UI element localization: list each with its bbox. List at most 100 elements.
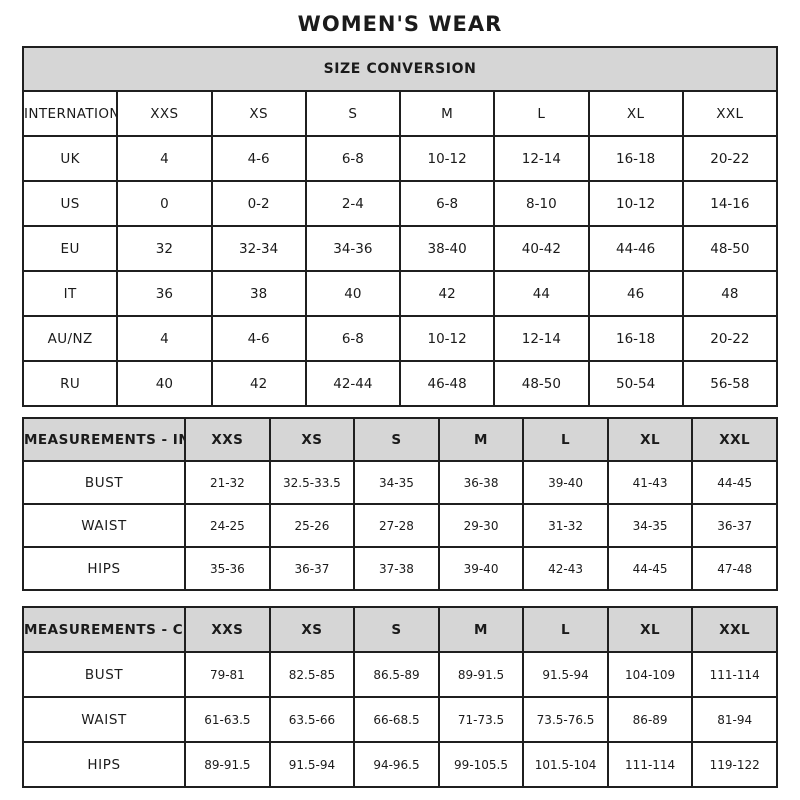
table-cell: 42: [210, 360, 307, 407]
table-cell: 32.5-33.5: [268, 460, 356, 505]
column-header: XXL: [691, 417, 778, 462]
table-cell: 44-45: [606, 546, 694, 591]
page-title: WOMEN'S WEAR: [297, 12, 503, 36]
table-row: UK 4 4-6 6-8 10-12 12-14 16-18 20-22: [21, 135, 779, 182]
table-cell: 101.5-104: [522, 741, 609, 788]
table-row: RU 40 42 42-44 46-48 48-50 50-54 56-58: [21, 360, 779, 407]
table-cell: 79-81: [184, 651, 271, 698]
table-row: HIPS 35-36 36-37 37-38 39-40 42-43 44-45 47-48: [21, 546, 778, 591]
table-cell: 12-14: [493, 315, 590, 362]
corner-header: INTERNATIONAL: [21, 90, 119, 137]
table-cell: 27-28: [353, 503, 440, 548]
row-label: UK: [21, 135, 119, 182]
table-cell: 48: [681, 270, 779, 317]
column-header: M: [398, 90, 496, 137]
measurements-inches-table: MEASUREMENTS - IN XXS XS S M L XL XXL BUST 21-32…: [21, 417, 778, 591]
table-cell: 0-2: [210, 180, 307, 227]
table-cell: 73.5-76.5: [522, 696, 609, 743]
table-row: US 0 0-2 2-4 6-8 8-10 10-12 14-16: [21, 180, 779, 227]
corner-header: MEASUREMENTS - CM: [21, 606, 187, 653]
table-cell: 44-45: [691, 460, 778, 505]
table-cell: 39-40: [522, 460, 609, 505]
table-cell: 32-34: [210, 225, 307, 272]
table-cell: 6-8: [304, 135, 402, 182]
size-conversion-title: SIZE CONVERSION: [22, 46, 778, 92]
column-header: XL: [587, 90, 684, 137]
table-cell: 44: [493, 270, 590, 317]
row-label: US: [21, 180, 119, 227]
table-cell: 37-38: [353, 546, 440, 591]
measurements-in-columns-row: MEASUREMENTS - IN XXS XS S M L XL XXL: [21, 417, 778, 462]
table-cell: 36-37: [691, 503, 778, 548]
table-cell: 0: [116, 180, 213, 227]
table-cell: 47-48: [691, 546, 778, 591]
corner-header: MEASUREMENTS - IN: [21, 417, 187, 462]
table-cell: 36: [116, 270, 213, 317]
table-cell: 89-91.5: [437, 651, 525, 698]
table-row: HIPS 89-91.5 91.5-94 94-96.5 99-105.5 101.5-1…: [21, 741, 778, 788]
table-cell: 89-91.5: [184, 741, 271, 788]
table-cell: 39-40: [437, 546, 525, 591]
table-row: AU/NZ 4 4-6 6-8 10-12 12-14 16-18 20-22: [21, 315, 779, 362]
column-header: XXS: [116, 90, 213, 137]
table-cell: 16-18: [587, 135, 684, 182]
table-cell: 4-6: [210, 135, 307, 182]
table-cell: 34-36: [304, 225, 402, 272]
table-cell: 34-35: [353, 460, 440, 505]
table-cell: 63.5-66: [268, 696, 356, 743]
table-cell: 44-46: [587, 225, 684, 272]
table-cell: 61-63.5: [184, 696, 271, 743]
table-row: WAIST 24-25 25-26 27-28 29-30 31-32 34-35 36-37: [21, 503, 778, 548]
size-conversion-header-row: SIZE CONVERSION: [22, 46, 778, 92]
table-cell: 4: [116, 135, 213, 182]
table-cell: 34-35: [606, 503, 694, 548]
column-header: S: [304, 90, 402, 137]
table-cell: 91.5-94: [522, 651, 609, 698]
column-header: XXL: [691, 606, 778, 653]
table-cell: 10-12: [398, 315, 496, 362]
table-cell: 46: [587, 270, 684, 317]
table-cell: 14-16: [681, 180, 779, 227]
row-label: HIPS: [21, 546, 187, 591]
table-cell: 111-114: [606, 741, 694, 788]
table-cell: 4: [116, 315, 213, 362]
table-cell: 10-12: [587, 180, 684, 227]
table-cell: 24-25: [184, 503, 271, 548]
measurements-cm-table: MEASUREMENTS - CM XXS XS S M L XL XXL BUST 79-81…: [21, 606, 778, 788]
table-cell: 4-6: [210, 315, 307, 362]
table-cell: 86.5-89: [353, 651, 440, 698]
table-cell: 56-58: [681, 360, 779, 407]
table-cell: 48-50: [681, 225, 779, 272]
table-cell: 36-38: [437, 460, 525, 505]
table-cell: 21-32: [184, 460, 271, 505]
table-cell: 16-18: [587, 315, 684, 362]
table-cell: 42: [398, 270, 496, 317]
column-header: XL: [606, 417, 694, 462]
table-row: BUST 79-81 82.5-85 86.5-89 89-91.5 91.5-94 104…: [21, 651, 778, 698]
table-cell: 42-43: [522, 546, 609, 591]
column-header: XS: [210, 90, 307, 137]
row-label: HIPS: [21, 741, 187, 788]
table-cell: 82.5-85: [268, 651, 356, 698]
table-cell: 6-8: [398, 180, 496, 227]
table-cell: 91.5-94: [268, 741, 356, 788]
table-cell: 10-12: [398, 135, 496, 182]
table-cell: 6-8: [304, 315, 402, 362]
table-cell: 71-73.5: [437, 696, 525, 743]
table-cell: 40-42: [493, 225, 590, 272]
table-cell: 42-44: [304, 360, 402, 407]
table-cell: 41-43: [606, 460, 694, 505]
size-conversion-columns-row: INTERNATIONALXXSXSSMLXLXXL: [21, 90, 779, 137]
table-row: BUST 21-32 32.5-33.5 34-35 36-38 39-40 41-43 44…: [21, 460, 778, 505]
table-cell: 111-114: [691, 651, 778, 698]
table-row: EU 32 32-34 34-36 38-40 40-42 44-46 48-50: [21, 225, 779, 272]
table-cell: 36-37: [268, 546, 356, 591]
column-header: L: [493, 90, 590, 137]
column-header: M: [437, 606, 525, 653]
table-row: WAIST 61-63.5 63.5-66 66-68.5 71-73.5 73.5-76…: [21, 696, 778, 743]
table-cell: 81-94: [691, 696, 778, 743]
row-label: WAIST: [21, 503, 187, 548]
row-label: BUST: [21, 651, 187, 698]
table-cell: 8-10: [493, 180, 590, 227]
